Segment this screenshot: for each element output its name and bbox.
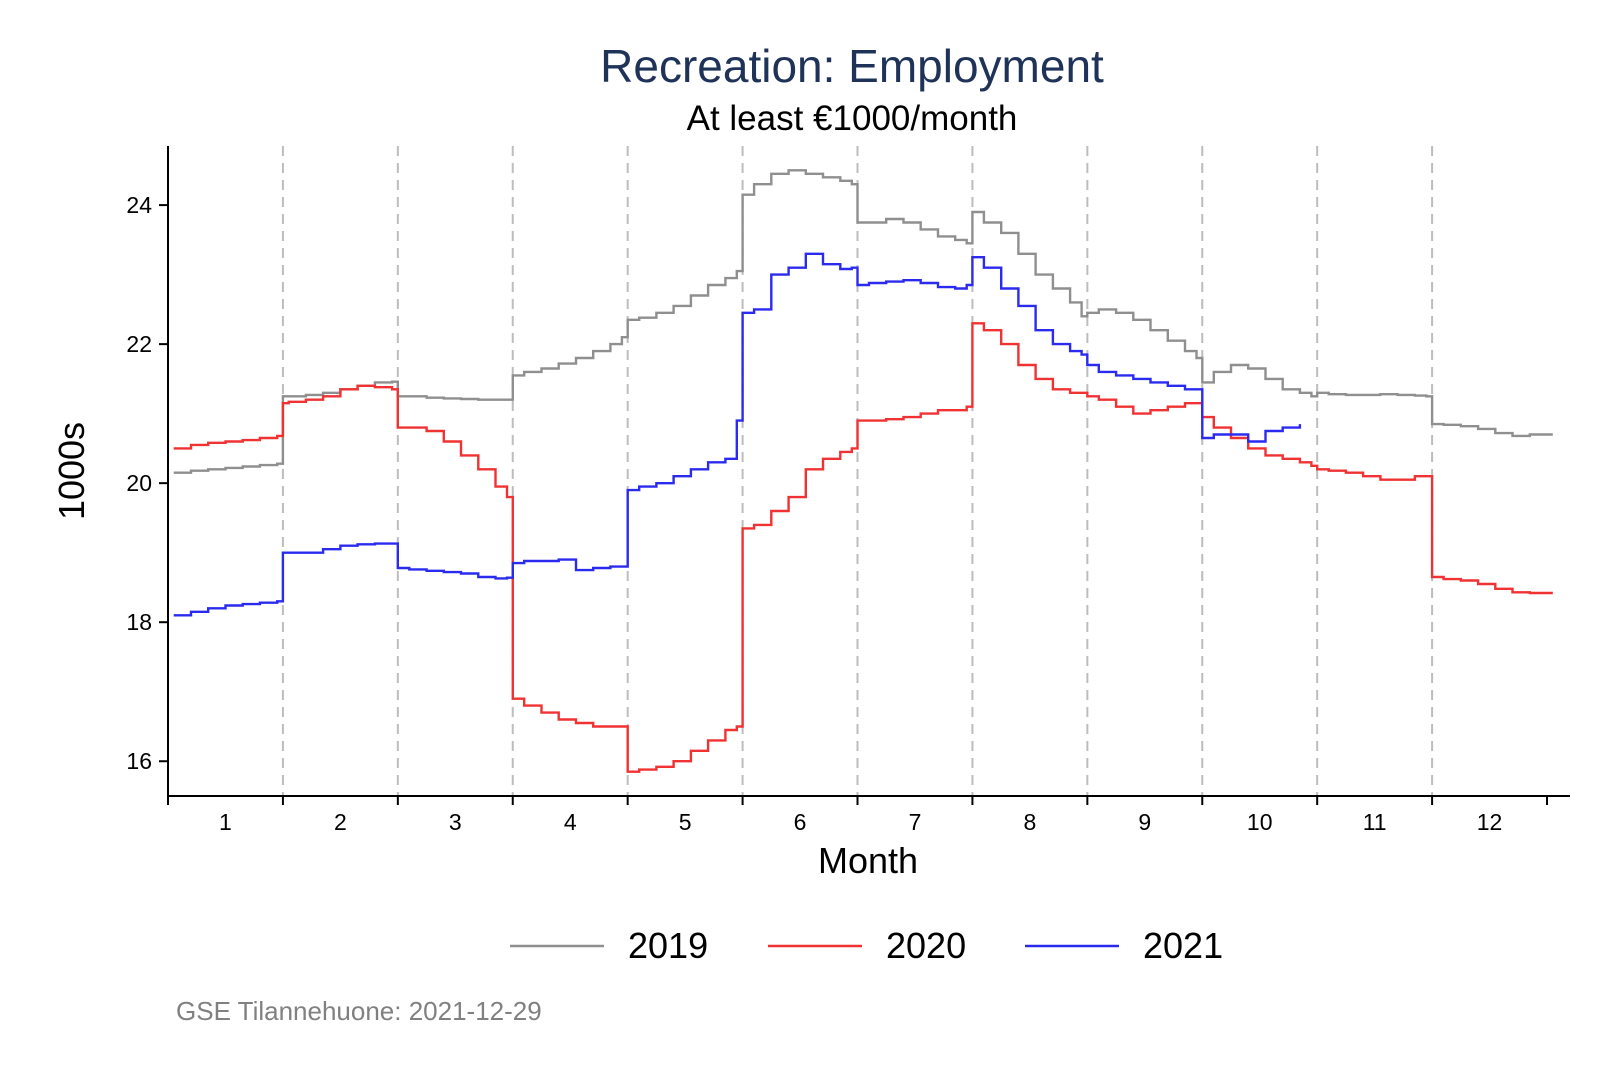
x-tick-label: 10 [1247, 809, 1273, 835]
series-line-2019 [173, 169, 1553, 474]
x-axis-ticks: 1 2 3 4 5 6 7 8 9 10 11 12 [167, 796, 1549, 835]
legend: 2019 2020 2021 [510, 925, 1223, 966]
x-tick-label: 3 [449, 809, 462, 835]
chart-title: Recreation: Employment [600, 40, 1104, 92]
legend-label-2020: 2020 [886, 925, 966, 966]
source-note: GSE Tilannehuone: 2021-12-29 [176, 996, 542, 1026]
y-axis-title: 1000s [51, 422, 92, 520]
gridlines [167, 146, 1434, 796]
x-tick-label: 5 [679, 809, 692, 835]
x-tick-label: 12 [1477, 809, 1503, 835]
x-tick-label: 11 [1363, 809, 1387, 835]
x-tick-label: 6 [794, 809, 807, 835]
x-tick-label: 8 [1023, 809, 1036, 835]
x-tick-label: 2 [334, 809, 347, 835]
x-tick-label: 7 [909, 809, 922, 835]
x-tick-label: 4 [564, 809, 577, 835]
y-axis-ticks: 16 18 20 22 24 [126, 192, 168, 774]
y-tick-label: 22 [126, 331, 152, 357]
y-tick-label: 18 [126, 609, 152, 635]
legend-label-2021: 2021 [1143, 925, 1223, 966]
x-tick-label: 9 [1138, 809, 1151, 835]
series-line-2021 [173, 252, 1302, 617]
series-line-2020 [173, 322, 1553, 773]
y-tick-label: 24 [126, 192, 152, 218]
y-tick-label: 20 [126, 470, 152, 496]
x-tick-label: 1 [219, 809, 232, 835]
series-lines [173, 169, 1553, 773]
y-tick-label: 16 [126, 748, 152, 774]
x-axis-title: Month [818, 840, 918, 881]
legend-label-2019: 2019 [628, 925, 708, 966]
chart-subtitle: At least €1000/month [687, 99, 1018, 138]
